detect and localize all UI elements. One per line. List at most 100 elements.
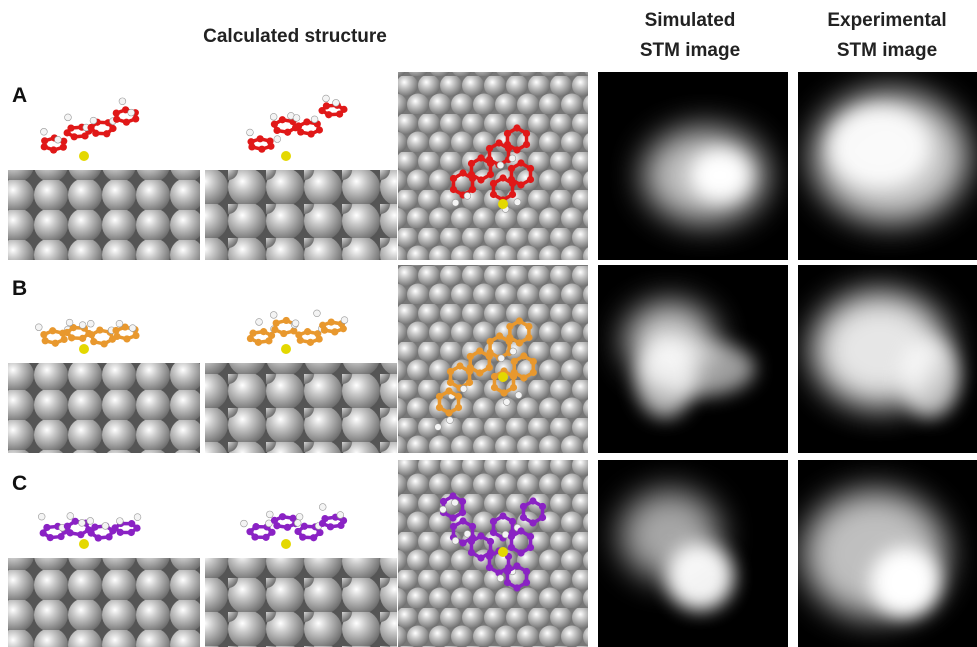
atom	[308, 130, 315, 137]
simulated-stm	[598, 72, 788, 260]
atom	[487, 538, 494, 545]
atom	[468, 171, 475, 178]
hydrogen	[66, 319, 73, 326]
atom	[284, 129, 291, 136]
atom	[525, 323, 532, 330]
atom	[283, 317, 290, 324]
atom	[447, 379, 454, 386]
atom	[246, 528, 253, 535]
hydrogen	[319, 504, 326, 511]
atom	[530, 358, 537, 365]
sulfur	[79, 539, 89, 549]
atom	[499, 174, 506, 181]
hydrogen	[452, 537, 459, 544]
hydrogen	[502, 531, 509, 538]
atom	[450, 186, 457, 193]
atom	[128, 520, 135, 527]
stm-blob	[690, 149, 750, 201]
hydrogen	[129, 325, 136, 332]
atom	[67, 124, 74, 131]
hydrogen	[510, 348, 517, 355]
atom	[504, 130, 511, 137]
stm-blob	[635, 338, 695, 418]
atom	[459, 509, 466, 516]
atom	[517, 181, 524, 188]
atom	[496, 332, 503, 339]
atom	[257, 135, 264, 142]
hydrogen	[293, 115, 300, 122]
atom	[486, 156, 493, 163]
atom	[466, 379, 473, 386]
surface-slab	[205, 363, 397, 453]
stm-signal	[803, 490, 947, 618]
hydrogen	[514, 199, 521, 206]
atom	[325, 111, 332, 118]
atom	[486, 349, 493, 356]
atom	[445, 409, 452, 416]
atom	[468, 160, 475, 167]
atom	[490, 180, 497, 187]
atom	[271, 326, 278, 333]
hydrogen	[333, 99, 340, 106]
hydrogen	[452, 499, 459, 506]
atom	[123, 335, 130, 342]
hydrogen	[274, 136, 281, 143]
atom	[96, 326, 103, 333]
hydrogen	[90, 117, 97, 124]
atom	[504, 579, 511, 586]
atom	[284, 524, 291, 531]
atom	[450, 523, 457, 530]
atom	[340, 106, 347, 113]
hydrogen	[55, 136, 62, 143]
side-view	[8, 513, 200, 647]
atom	[266, 137, 273, 144]
atom	[477, 554, 484, 561]
atom	[47, 534, 54, 541]
atom	[539, 503, 546, 510]
atom	[510, 384, 517, 391]
atom	[49, 327, 56, 334]
hydrogen	[35, 324, 42, 331]
atom	[459, 169, 466, 176]
header-calculated: Calculated structure	[203, 26, 387, 47]
atom	[517, 549, 524, 556]
atom	[469, 523, 476, 530]
atom	[304, 328, 311, 335]
hydrogen	[116, 518, 123, 525]
atom	[499, 512, 506, 519]
atom	[523, 579, 530, 586]
atom	[260, 328, 267, 335]
atom	[511, 369, 518, 376]
atom	[516, 339, 523, 346]
atom	[449, 514, 456, 521]
atom	[63, 329, 70, 336]
atom	[268, 529, 275, 536]
atom	[500, 389, 507, 396]
atom	[529, 497, 536, 504]
atom	[307, 339, 314, 346]
atom	[123, 119, 130, 126]
surface-slab	[8, 558, 200, 647]
atom	[509, 191, 516, 198]
hydrogen	[292, 320, 299, 327]
sulfur	[498, 199, 508, 209]
hydrogen	[119, 98, 126, 105]
atom	[87, 124, 94, 131]
atom	[517, 527, 524, 534]
atom	[113, 110, 120, 117]
atom	[61, 336, 68, 343]
atom	[113, 116, 120, 123]
atom	[95, 534, 102, 541]
atom	[52, 340, 59, 347]
atom	[520, 352, 527, 359]
atom	[476, 347, 483, 354]
atom	[319, 322, 326, 329]
hydrogen	[241, 520, 248, 527]
sulfur	[281, 344, 291, 354]
sulfur	[498, 372, 508, 382]
atom	[504, 568, 511, 575]
atom	[527, 176, 534, 183]
atom	[467, 353, 474, 360]
atom	[42, 337, 49, 344]
atom	[101, 340, 108, 347]
